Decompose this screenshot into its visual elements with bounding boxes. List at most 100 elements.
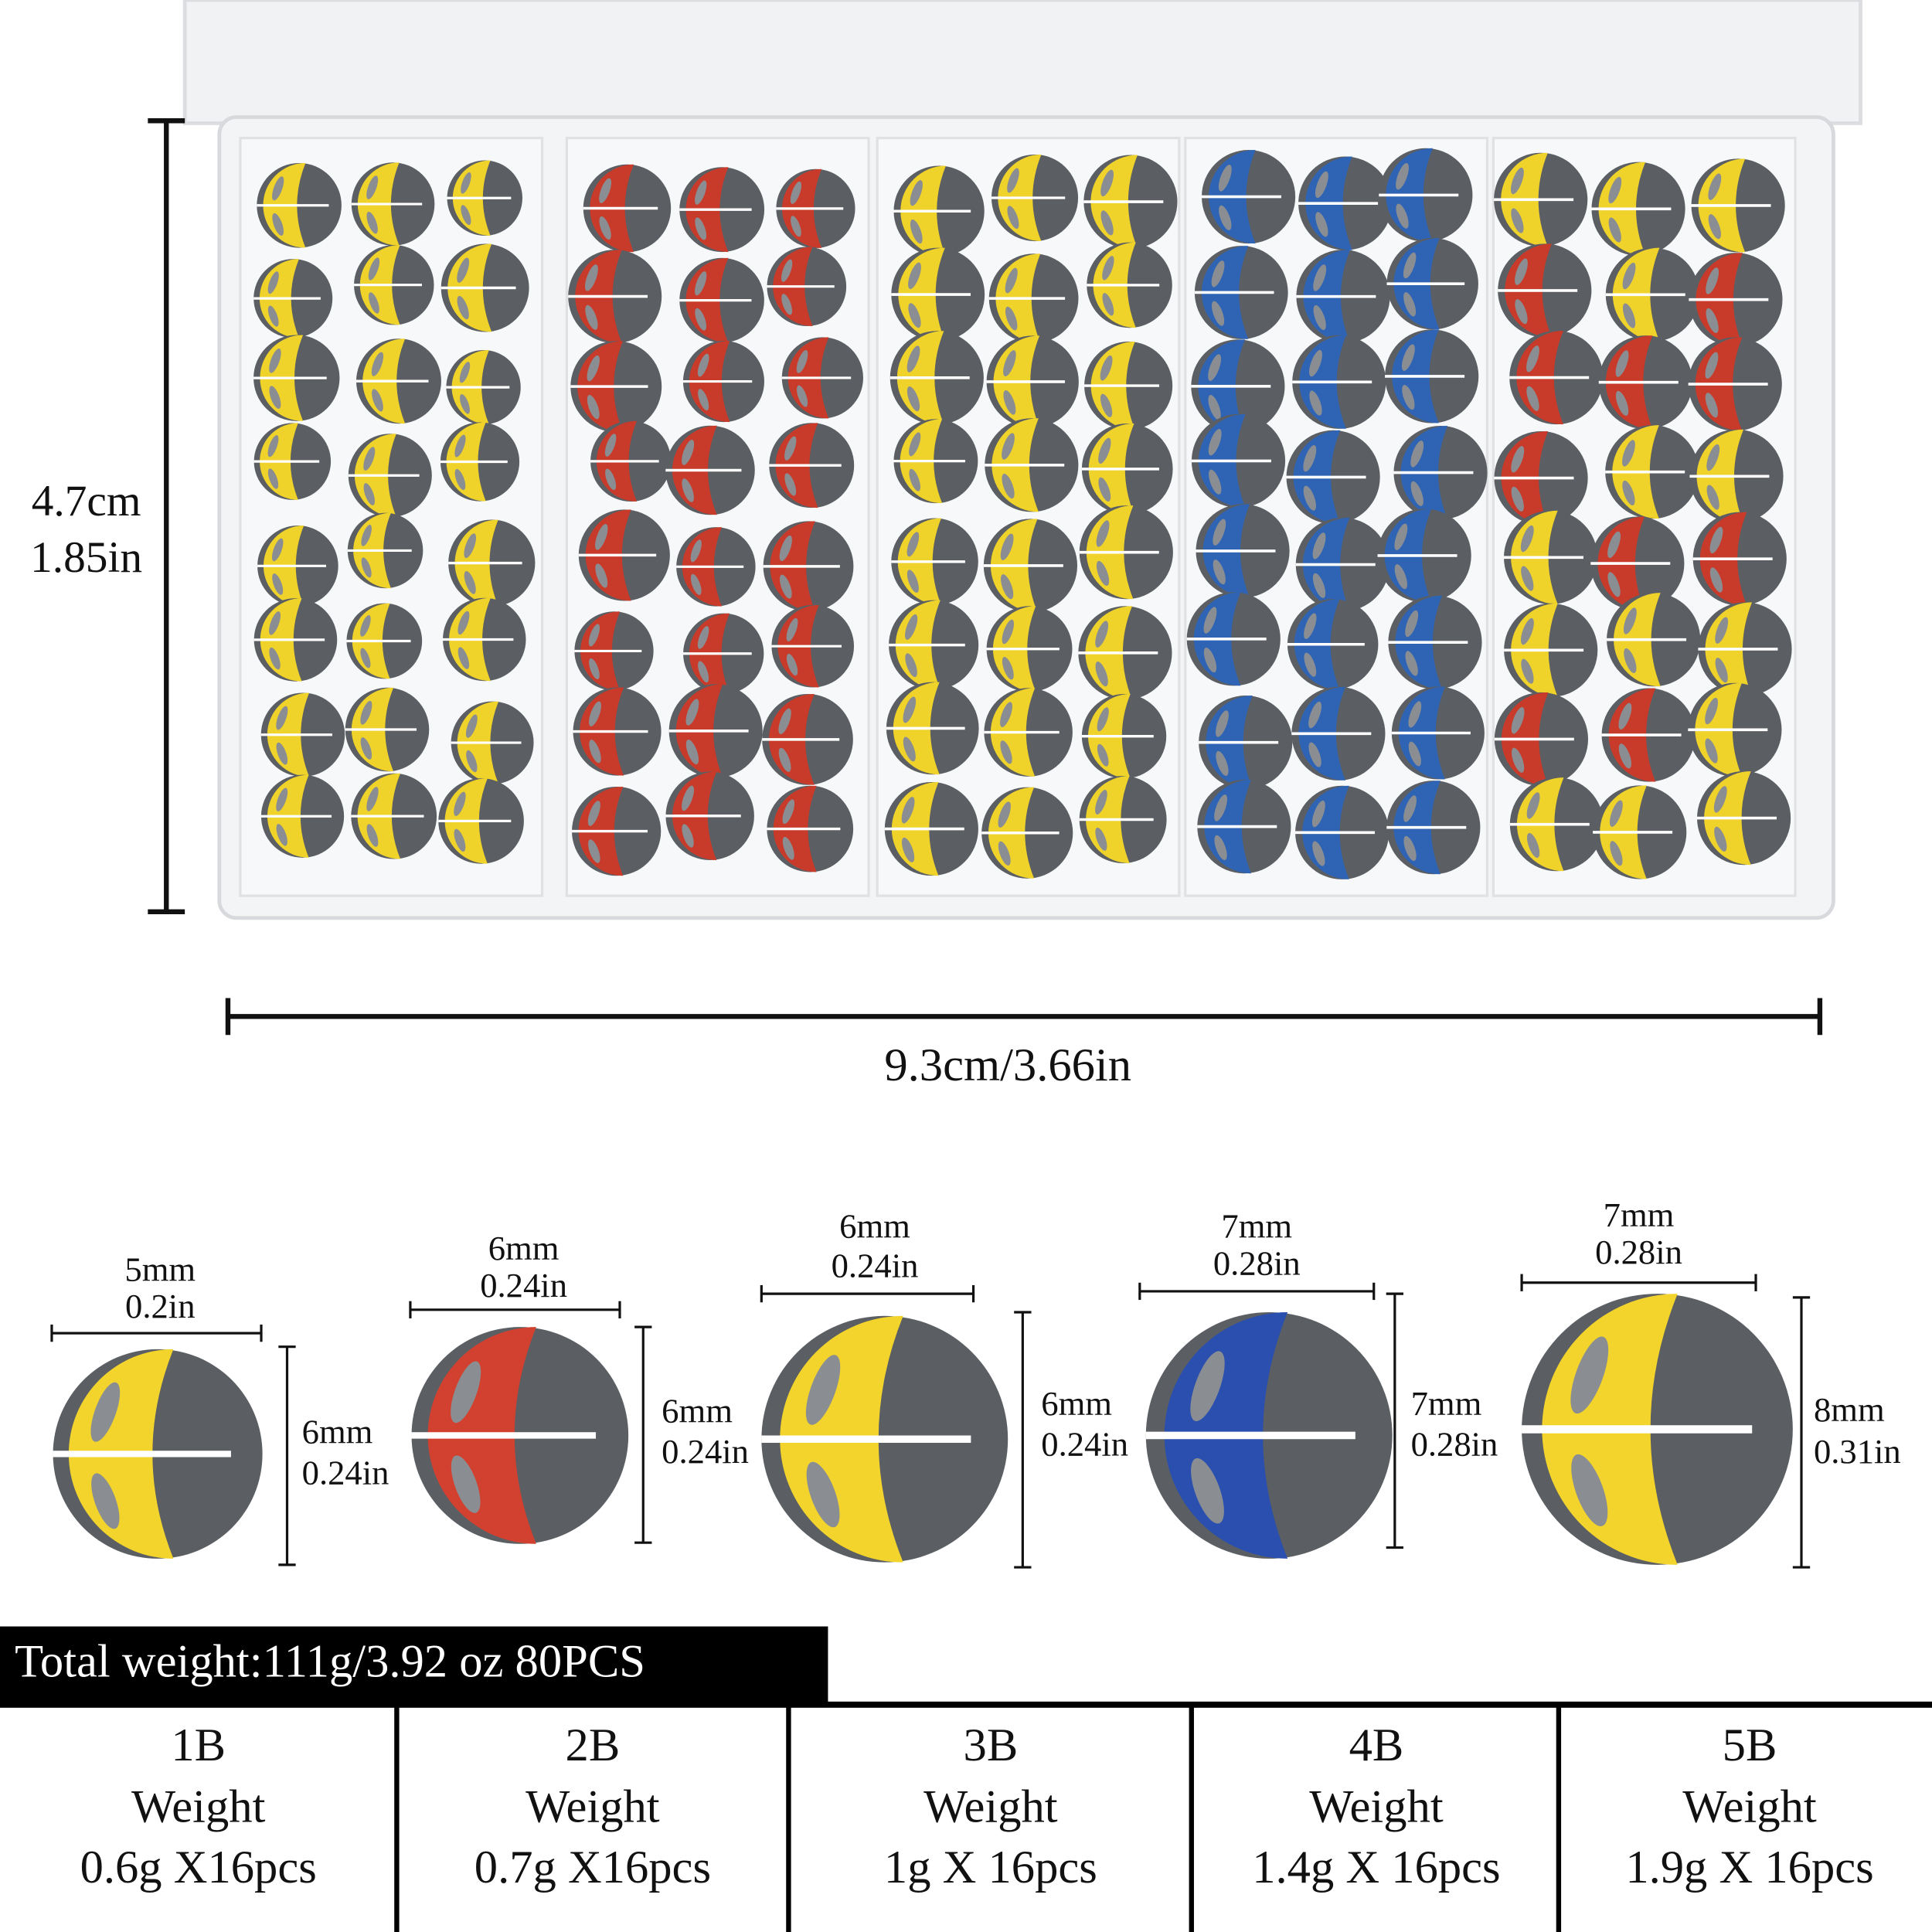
sinker-ball <box>1689 253 1783 347</box>
width-label: 0.24in <box>480 1266 567 1304</box>
lead-eye <box>1003 389 1016 415</box>
sinker-ball <box>1295 785 1389 879</box>
sinker-ball <box>1494 152 1588 247</box>
sinker-ball <box>440 422 520 502</box>
lead-eye <box>1715 617 1729 644</box>
lead-eye <box>360 700 372 725</box>
lead-eye <box>454 828 466 852</box>
lead-eye <box>360 737 372 760</box>
lead-eye <box>909 432 921 457</box>
sinker-ball <box>578 509 670 601</box>
lead-eye <box>791 216 801 237</box>
width-label: 7mm <box>1221 1206 1292 1245</box>
lead-eye <box>368 292 379 314</box>
lead-eye <box>361 525 372 546</box>
sinker-ball <box>253 259 333 338</box>
sinker-ball <box>347 512 423 589</box>
sinker-ball <box>1079 505 1173 600</box>
lead-eye <box>267 468 279 489</box>
sinker-ball <box>1196 504 1290 598</box>
lead-eye <box>1315 212 1328 237</box>
lead-eye <box>1511 486 1524 512</box>
lead-eye <box>1211 260 1225 287</box>
lead-eye <box>790 181 802 204</box>
lead-eye <box>1609 800 1623 827</box>
lead-eye <box>1213 519 1226 546</box>
lead-eye <box>909 468 920 492</box>
sinker-ball <box>1379 148 1473 242</box>
lead-eye <box>1405 610 1419 638</box>
sinker-ball <box>446 349 521 425</box>
lead-eye <box>1526 345 1539 372</box>
sinker-ball <box>983 519 1078 613</box>
lead-eye <box>1313 304 1326 331</box>
lead-eye <box>272 213 284 236</box>
sinker-ball <box>1197 780 1291 874</box>
lead-eye <box>695 271 707 296</box>
sinker-ball <box>771 604 855 688</box>
divider <box>786 1704 791 1932</box>
lead-eye <box>1095 827 1107 851</box>
sinker-ball <box>440 243 529 332</box>
sinker-ball <box>1494 692 1589 787</box>
lead-eye <box>1402 385 1415 410</box>
lead-eye <box>1209 469 1222 495</box>
lead-eye <box>1520 525 1534 553</box>
lead-eye <box>1521 658 1534 684</box>
lead-eye <box>1308 701 1322 729</box>
sinker-ball <box>257 162 342 248</box>
lead-eye <box>276 824 287 846</box>
height-label: 0.24in <box>1041 1425 1128 1464</box>
lead-eye <box>1100 393 1113 417</box>
sinker-ball <box>1199 696 1293 790</box>
sinker-ball <box>568 250 662 344</box>
width-label: 0.2in <box>125 1287 196 1325</box>
lead-eye <box>1098 437 1111 464</box>
sinker-ball <box>438 778 524 864</box>
lead-eye <box>781 259 793 282</box>
total-weight: Total weight:111g/3.92 oz 80PCS <box>15 1636 645 1688</box>
sinker-ball <box>411 1327 629 1544</box>
lead-eye <box>1624 648 1637 674</box>
lead-eye <box>1002 433 1015 460</box>
sinker-ball <box>1078 606 1172 700</box>
lead-eye <box>782 799 795 825</box>
box-width-label: 9.3cm/3.66in <box>884 1039 1131 1091</box>
sinker-ball <box>348 434 432 518</box>
lead-eye <box>1203 607 1217 634</box>
lead-eye <box>695 180 707 205</box>
lead-eye <box>1526 792 1540 819</box>
lead-eye <box>903 696 917 723</box>
lead-eye <box>1403 292 1417 317</box>
lead-eye <box>695 217 707 240</box>
lead-eye <box>1309 390 1322 416</box>
sinker-ball <box>891 247 985 342</box>
lead-eye <box>778 708 791 735</box>
sinker-ball <box>253 335 340 421</box>
table-cell: 2B <box>566 1719 621 1771</box>
lead-eye <box>464 570 476 594</box>
lead-eye <box>1607 531 1621 559</box>
lead-eye <box>589 740 601 764</box>
lead-eye <box>605 468 617 491</box>
lead-eye <box>1713 786 1727 813</box>
lead-eye <box>1000 533 1014 560</box>
sinker-ball <box>1598 335 1692 430</box>
sinker-ball <box>683 613 764 694</box>
lead-eye <box>998 841 1011 866</box>
lead-eye <box>1216 750 1229 776</box>
lead-eye <box>1715 658 1728 683</box>
lead-eye <box>779 574 792 599</box>
lead-eye <box>372 389 383 412</box>
lead-eye <box>1408 741 1421 767</box>
lead-eye <box>782 836 794 860</box>
lead-eye <box>805 1355 841 1425</box>
lead-eye <box>1622 262 1636 290</box>
lead-eye <box>1408 701 1422 728</box>
lead-eye <box>276 787 288 811</box>
lead-eye <box>371 352 384 376</box>
sinker-ball <box>253 423 332 500</box>
lead-eye <box>910 219 923 244</box>
sinker-ball <box>1298 156 1393 250</box>
lead-eye <box>1622 303 1636 328</box>
